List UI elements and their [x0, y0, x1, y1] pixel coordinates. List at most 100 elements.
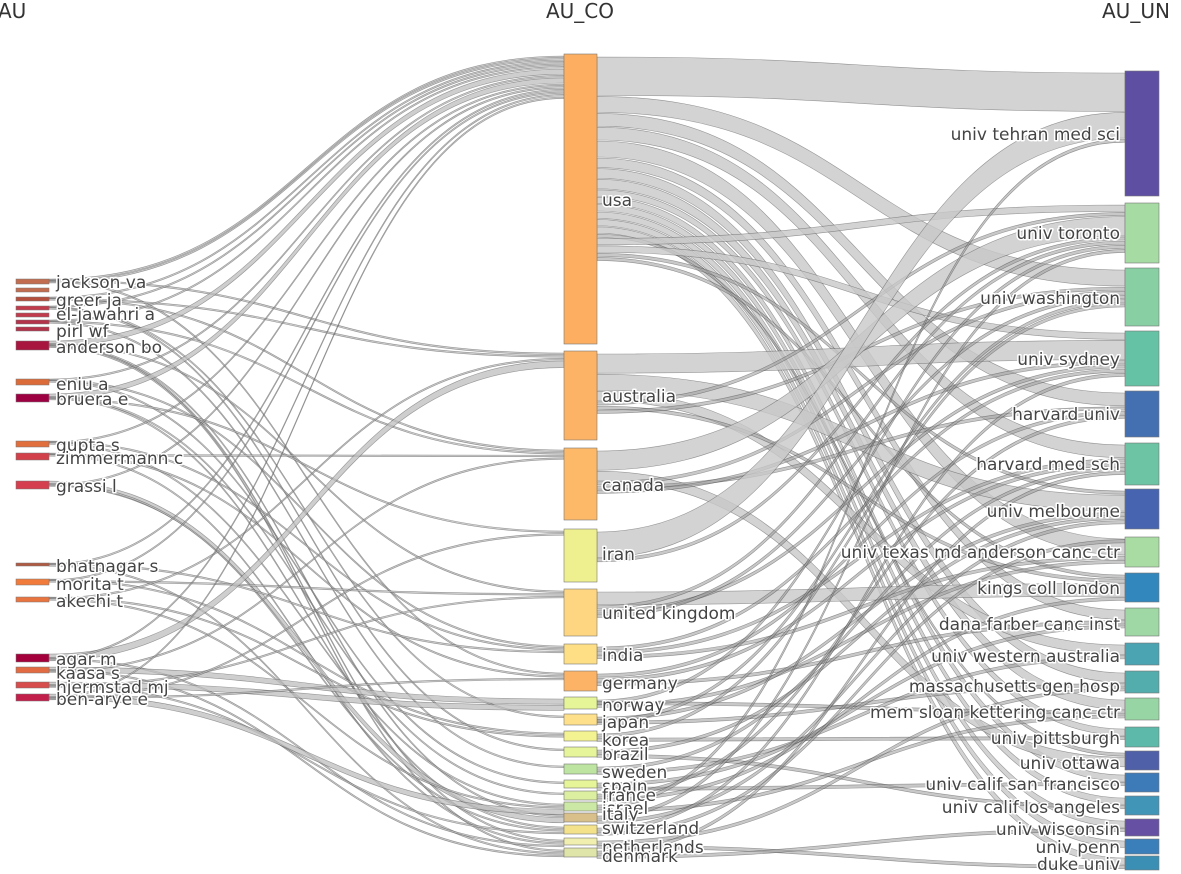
country-node-sweden[interactable]: sweden [563, 762, 669, 785]
university-label-univ-sydney: univ sydney [1017, 350, 1120, 370]
country-label-united-kingdom: united kingdom [602, 604, 735, 624]
country-node-brazil[interactable]: brazil [563, 744, 650, 767]
university-bar-mem-sloan-kettering-canc-ctr [1124, 697, 1160, 721]
author-bar-el-jawahri-a [15, 312, 50, 318]
university-node-mem-sloan-kettering-canc-ctr[interactable]: mem sloan kettering canc ctr [868, 697, 1160, 725]
university-nodes: univ tehran med sci univ toronto univ wash… [839, 70, 1160, 874]
author-node-anderson-bo[interactable]: anderson bo [15, 337, 164, 360]
country-node-korea[interactable]: korea [563, 730, 651, 753]
university-node-univ-calif-los-angeles[interactable]: univ calif los angeles [940, 795, 1160, 820]
university-node-massachusetts-gen-hosp[interactable]: massachusetts gen hosp [907, 670, 1160, 699]
university-node-univ-calif-san-francisco[interactable]: univ calif san francisco [924, 772, 1160, 797]
country-node-israel[interactable]: israel [563, 798, 650, 821]
university-node-duke-univ[interactable]: duke univ [1036, 854, 1160, 874]
country-node-switzerland[interactable]: switzerland [563, 818, 701, 841]
country-label-usa: usa [602, 191, 632, 211]
country-node-france[interactable]: france [563, 785, 657, 808]
university-label-univ-toronto: univ toronto [1016, 224, 1120, 244]
author-label-anderson-bo: anderson bo [56, 338, 162, 358]
university-node-univ-melbourne[interactable]: univ melbourne [985, 488, 1160, 530]
author-node-hjermstad-mj[interactable]: hjermstad mj [15, 677, 170, 700]
author-bar-gupta-s [15, 440, 50, 448]
author-label-grassi-l: grassi l [56, 477, 117, 497]
country-label-denmark: denmark [602, 847, 678, 867]
column-title-au-co: AU_CO [546, 0, 614, 23]
university-node-harvard-univ[interactable]: harvard univ [1011, 390, 1160, 438]
university-label-univ-wisconsin: univ wisconsin [996, 820, 1120, 840]
country-node-india[interactable]: india [563, 643, 645, 668]
author-bar-morita-t [15, 578, 50, 586]
university-label-univ-calif-los-angeles: univ calif los angeles [942, 798, 1120, 818]
university-bar-univ-tehran-med-sci [1124, 70, 1160, 197]
author-node-jackson-va[interactable]: jackson va [15, 272, 148, 295]
author-node-agar-m[interactable]: agar m [15, 649, 118, 672]
country-bar-japan [563, 713, 598, 726]
author-label-agar-m: agar m [56, 650, 117, 670]
author-bar-anderson-bo [15, 340, 50, 351]
university-node-univ-tehran-med-sci[interactable]: univ tehran med sci [949, 70, 1160, 197]
author-node-bhatnagar-s[interactable]: bhatnagar s [15, 556, 160, 579]
column-title-au-un: AU_UN [1102, 0, 1170, 23]
author-node-ben-arye-e[interactable]: ben-arye e [15, 689, 149, 712]
link-ben-arye-e-to-israel [48, 693, 565, 815]
country-node-spain[interactable]: spain [563, 776, 649, 799]
country-node-usa[interactable]: usa [563, 53, 634, 345]
country-node-norway[interactable]: norway [563, 695, 666, 718]
university-node-univ-wisconsin[interactable]: univ wisconsin [994, 819, 1160, 842]
author-bar-eniu-a [15, 378, 50, 386]
country-node-italy[interactable]: italy [563, 804, 640, 827]
university-node-univ-western-australia[interactable]: univ western australia [930, 642, 1160, 669]
university-node-univ-ottawa[interactable]: univ ottawa [1018, 750, 1160, 776]
university-node-univ-sydney[interactable]: univ sydney [1016, 330, 1160, 387]
author-node-morita-t[interactable]: morita t [15, 574, 126, 597]
country-label-japan: japan [601, 713, 649, 733]
author-node-pirl-wf[interactable]: pirl wf [15, 319, 111, 344]
country-node-australia[interactable]: australia [563, 350, 678, 441]
country-node-iran[interactable]: iran [563, 528, 636, 583]
author-node-greer-ja[interactable]: greer ja [15, 290, 123, 313]
university-label-univ-washington: univ washington [980, 289, 1120, 309]
country-node-germany[interactable]: germany [563, 670, 679, 696]
country-node-netherlands[interactable]: netherlands [563, 837, 705, 860]
country-bar-brazil [563, 746, 598, 758]
link-hjermstad-mj-to-norway [48, 681, 565, 711]
author-node-zimmermann-c[interactable]: zimmermann c [15, 448, 185, 471]
country-bar-norway [563, 696, 598, 710]
author-node-akechi-t[interactable]: akechi t [15, 591, 125, 614]
country-bar-australia [563, 350, 598, 441]
author-label-bhatnagar-s: bhatnagar s [56, 557, 158, 577]
country-bar-canada [563, 447, 598, 521]
university-node-dana-farber-canc-inst[interactable]: dana farber canc inst [937, 607, 1160, 637]
author-bar-zimmermann-c [15, 452, 50, 461]
university-node-univ-washington[interactable]: univ washington [979, 267, 1160, 327]
university-bar-univ-texas-md-anderson-canc-ctr [1124, 536, 1160, 568]
author-node-eniu-a[interactable]: eniu a [15, 374, 110, 397]
author-label-jackson-va: jackson va [55, 273, 146, 293]
author-node-el-jawahri-a[interactable]: el-jawahri a [15, 304, 157, 327]
university-node-univ-toronto[interactable]: univ toronto [1015, 202, 1160, 264]
university-bar-univ-calif-los-angeles [1124, 795, 1160, 816]
university-label-duke-univ: duke univ [1037, 855, 1120, 874]
university-bar-univ-pittsburgh [1124, 726, 1160, 748]
author-node-bruera-e[interactable]: bruera e [15, 389, 130, 412]
country-node-denmark[interactable]: denmark [563, 846, 679, 869]
university-node-kings-coll-london[interactable]: kings coll london [976, 572, 1160, 603]
author-label-eniu-a: eniu a [56, 375, 109, 395]
university-bar-univ-washington [1124, 267, 1160, 327]
country-node-canada[interactable]: canada [563, 447, 666, 521]
author-node-grassi-l[interactable]: grassi l [15, 476, 118, 499]
country-node-japan[interactable]: japan [563, 712, 651, 735]
author-node-kaasa-s[interactable]: kaasa s [15, 663, 122, 686]
country-label-brazil: brazil [602, 745, 649, 765]
country-node-united-kingdom[interactable]: united kingdom [563, 588, 737, 637]
author-node-gupta-s[interactable]: gupta s [15, 435, 121, 458]
university-node-univ-pittsburgh[interactable]: univ pittsburgh [989, 726, 1160, 751]
country-bar-israel [563, 801, 598, 812]
university-bar-duke-univ [1124, 855, 1160, 871]
country-bar-italy [563, 812, 598, 823]
university-bar-harvard-univ [1124, 390, 1160, 438]
university-node-harvard-med-sch[interactable]: harvard med sch [975, 442, 1160, 486]
university-node-univ-penn[interactable]: univ penn [1034, 837, 1160, 860]
country-bar-india [563, 643, 598, 665]
university-node-univ-texas-md-anderson-canc-ctr[interactable]: univ texas md anderson canc ctr [839, 536, 1160, 568]
